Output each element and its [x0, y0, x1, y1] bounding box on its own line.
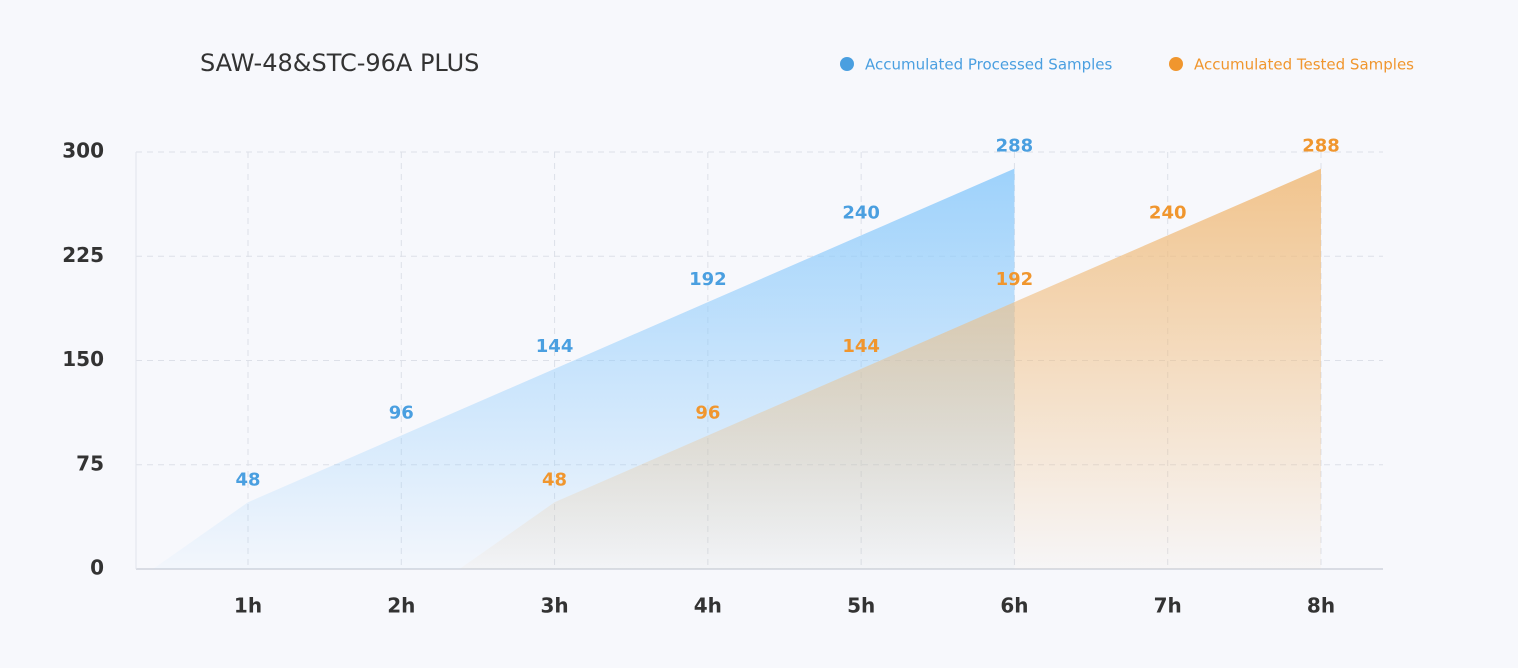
x-tick-label: 4h	[694, 594, 722, 618]
data-label: 288	[996, 136, 1034, 157]
data-label: 48	[235, 469, 260, 490]
y-tick-label: 75	[76, 451, 104, 475]
y-tick-label: 150	[62, 347, 104, 371]
x-tick-label: 1h	[234, 594, 262, 618]
x-tick-label: 5h	[847, 594, 875, 618]
legend-marker	[1169, 57, 1183, 71]
data-label: 192	[996, 269, 1034, 290]
area	[459, 168, 1321, 569]
x-tick-label: 7h	[1154, 594, 1182, 618]
data-label: 240	[842, 202, 880, 223]
legend-label: Accumulated Processed Samples	[865, 56, 1113, 74]
chart-title: SAW-48&STC-96A PLUS	[200, 49, 479, 77]
x-tick-label: 8h	[1307, 594, 1335, 618]
y-tick-label: 0	[90, 556, 104, 580]
data-label: 192	[689, 269, 727, 290]
x-tick-label: 2h	[387, 594, 415, 618]
data-label: 240	[1149, 202, 1187, 223]
data-label: 96	[695, 403, 720, 424]
data-label: 288	[1302, 136, 1340, 157]
y-tick-label: 225	[62, 243, 104, 267]
y-tick-label: 300	[62, 139, 104, 163]
legend-marker	[840, 57, 854, 71]
legend-label: Accumulated Tested Samples	[1194, 56, 1414, 74]
x-tick-label: 6h	[1000, 594, 1028, 618]
data-label: 144	[842, 336, 880, 357]
x-tick-label: 3h	[540, 594, 568, 618]
data-label: 144	[536, 336, 574, 357]
data-label: 96	[389, 403, 414, 424]
data-label: 48	[542, 469, 567, 490]
